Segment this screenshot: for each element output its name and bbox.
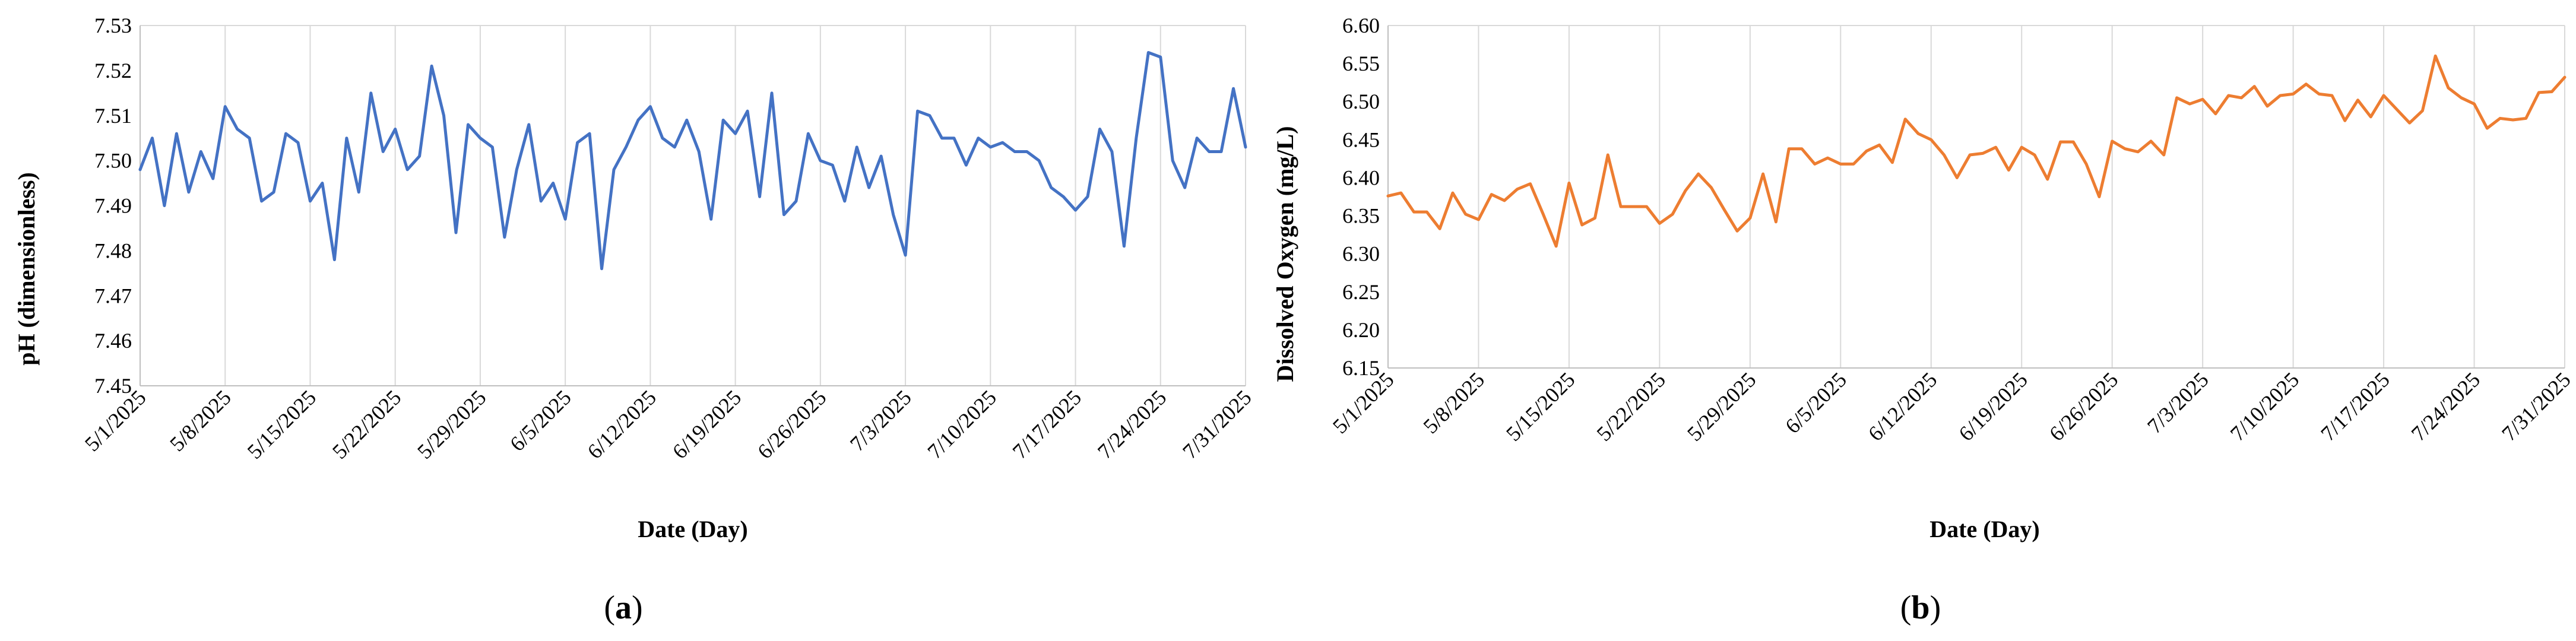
y-tick-label-b: 6.35: [1342, 204, 1380, 228]
y-tick-labels-b: 6.15 6.20 6.25 6.30 6.35 6.40 6.45 6.50 6.55 6.60: [1342, 14, 1380, 380]
chart-panel-b: 6.15 6.20 6.25 6.30 6.35 6.40 6.45 6.50 6.55 6.60…: [1272, 14, 2575, 626]
y-tick-label-b: 6.50: [1342, 90, 1380, 113]
y-tick-label-b: 6.60: [1342, 14, 1380, 37]
axes-b: [1387, 26, 2565, 369]
x-tick-label-b: 5/29/2025: [1683, 367, 1761, 446]
y-tick-label-b: 6.15: [1342, 356, 1380, 380]
y-axis-title-b: Dissolved Oxygen (mg/L): [1272, 126, 1298, 382]
y-tick-label-a: 7.48: [94, 239, 132, 262]
x-tick-label-b: 7/17/2025: [2316, 367, 2394, 446]
x-tick-labels-a: 5/1/2025 5/8/2025 5/15/2025 5/22/2025 5/29/2…: [80, 385, 1256, 464]
x-tick-label-b: 7/31/2025: [2497, 367, 2575, 446]
x-tick-label-a: 7/17/2025: [1008, 385, 1086, 464]
y-tick-label-b: 6.25: [1342, 280, 1380, 304]
axes-a: [140, 26, 1246, 386]
y-tick-label-a: 7.45: [94, 374, 132, 398]
x-tick-label-a: 5/15/2025: [243, 385, 321, 464]
x-tick-label-b: 5/15/2025: [1501, 367, 1580, 446]
y-tick-label-a: 7.52: [94, 59, 132, 82]
panel-label-a: (a): [604, 589, 642, 626]
x-tick-label-a: 7/10/2025: [923, 385, 1001, 464]
y-tick-label-a: 7.51: [94, 104, 132, 128]
x-tick-label-b: 6/12/2025: [1864, 367, 1942, 446]
y-tick-label-b: 6.20: [1342, 318, 1380, 342]
x-axis-title-b: Date (Day): [1929, 516, 2040, 542]
x-tick-label-a: 6/5/2025: [505, 385, 576, 456]
x-tick-label-a: 6/26/2025: [753, 385, 831, 464]
y-tick-label-a: 7.47: [94, 284, 132, 307]
x-tick-label-b: 7/24/2025: [2407, 367, 2485, 446]
x-tick-label-a: 5/29/2025: [413, 385, 491, 464]
x-tick-label-b: 5/22/2025: [1592, 367, 1671, 446]
x-axis-title-a: Date (Day): [638, 516, 748, 542]
y-tick-label-b: 6.45: [1342, 128, 1380, 151]
y-tick-label-a: 7.49: [94, 194, 132, 218]
x-tick-labels-b: 5/1/2025 5/8/2025 5/15/2025 5/22/2025 5/29/2…: [1328, 367, 2575, 446]
x-tick-label-a: 7/3/2025: [845, 385, 916, 456]
y-tick-label-a: 7.46: [94, 329, 132, 353]
gridlines-b: [1388, 25, 2565, 368]
series-line-b: [1386, 54, 2567, 248]
series-a: [138, 51, 1247, 271]
chart-panel-a: 7.45 7.46 7.47 7.48 7.49 7.50 7.51 7.52 7.53 5/1…: [13, 14, 1256, 626]
x-tick-label-b: 7/10/2025: [2226, 367, 2304, 446]
panel-letter-a: a: [615, 589, 632, 626]
y-tick-label-b: 6.30: [1342, 242, 1380, 266]
panel-letter-b: b: [1911, 589, 1929, 626]
y-axis-title-a: pH (dimensionless): [13, 172, 40, 366]
series-b: [1386, 54, 2567, 248]
gridlines-a: [140, 25, 1246, 386]
y-tick-label-b: 6.40: [1342, 166, 1380, 189]
x-tick-label-a: 6/12/2025: [583, 385, 661, 464]
x-tick-label-a: 7/24/2025: [1093, 385, 1171, 464]
y-tick-label-a: 7.50: [94, 149, 132, 173]
x-tick-label-a: 7/31/2025: [1178, 385, 1256, 464]
y-tick-label-a: 7.53: [94, 14, 132, 37]
series-line-a: [138, 51, 1247, 271]
x-tick-label-b: 6/5/2025: [1780, 367, 1851, 438]
x-tick-label-b: 6/19/2025: [1954, 367, 2032, 446]
x-tick-label-a: 6/19/2025: [668, 385, 746, 464]
panel-label-b: (b): [1900, 589, 1941, 626]
y-tick-label-b: 6.55: [1342, 52, 1380, 75]
x-tick-label-a: 5/22/2025: [328, 385, 406, 464]
x-tick-label-b: 6/26/2025: [2045, 367, 2123, 446]
y-tick-labels-a: 7.45 7.46 7.47 7.48 7.49 7.50 7.51 7.52 7.53: [94, 14, 132, 398]
x-tick-label-b: 5/8/2025: [1418, 367, 1489, 438]
x-tick-label-a: 5/8/2025: [165, 385, 236, 456]
x-tick-label-b: 7/3/2025: [2143, 367, 2213, 438]
